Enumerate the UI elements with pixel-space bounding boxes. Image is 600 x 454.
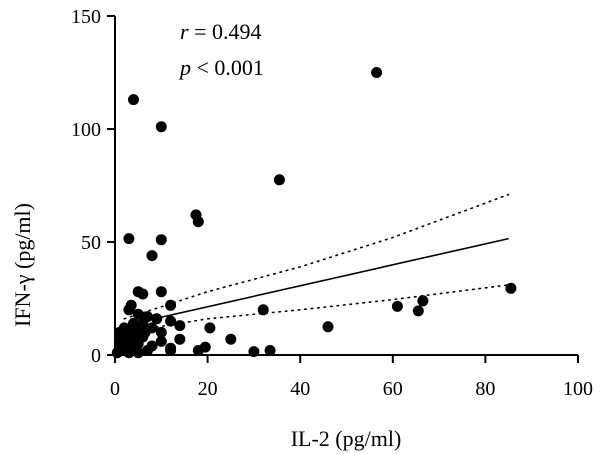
confidence-band-upper [123, 193, 510, 320]
y-axis-title: IFN-γ (pg/ml) [10, 203, 35, 327]
data-point [155, 286, 167, 298]
data-point [141, 345, 153, 356]
data-point [391, 300, 403, 312]
p-symbol: p [178, 55, 191, 80]
data-point [137, 317, 149, 329]
y-tick-label: 150 [71, 6, 101, 28]
data-point [165, 315, 177, 327]
confidence-band-lower [123, 284, 510, 334]
data-point [165, 342, 177, 354]
data-point [146, 322, 158, 334]
r-value: = 0.494 [189, 19, 262, 44]
x-tick-label: 20 [198, 378, 218, 400]
y-axis-ticks: 0 50 100 150 [71, 6, 115, 367]
r-symbol: r [180, 19, 189, 44]
y-tick-label: 0 [91, 345, 101, 367]
x-tick-label: 0 [110, 378, 120, 400]
data-point [118, 340, 130, 352]
data-point [123, 233, 135, 245]
data-point [132, 308, 144, 320]
data-point [273, 174, 285, 186]
data-point [225, 333, 237, 345]
data-point [417, 295, 429, 307]
x-tick-label: 80 [475, 378, 495, 400]
data-point [155, 121, 167, 133]
data-point [155, 234, 167, 246]
x-tick-label: 60 [383, 378, 403, 400]
data-point [174, 333, 186, 345]
data-point [192, 216, 204, 228]
data-point [155, 335, 167, 347]
data-point [123, 304, 135, 316]
x-axis-ticks: 0 20 40 60 80 100 [110, 355, 593, 400]
data-point [505, 282, 517, 294]
data-point [412, 305, 424, 317]
data-point [137, 288, 149, 300]
plot-area [111, 67, 517, 359]
data-point [174, 320, 186, 332]
data-point [257, 304, 269, 316]
x-tick-label: 100 [563, 378, 593, 400]
x-axis-title: IL-2 (pg/ml) [291, 426, 402, 451]
regression-line [124, 237, 509, 327]
data-point [322, 321, 334, 333]
correlation-annotation: r = 0.494 [180, 19, 261, 44]
y-tick-label: 50 [81, 232, 101, 254]
data-point [199, 341, 211, 353]
data-point [155, 326, 167, 338]
y-tick-label: 100 [71, 119, 101, 141]
data-point [128, 317, 139, 329]
data-point [204, 322, 216, 334]
data-point [371, 67, 383, 78]
p-value: < 0.001 [191, 55, 264, 80]
data-point [165, 299, 177, 311]
data-point [128, 94, 139, 106]
data-point [264, 345, 276, 356]
x-tick-label: 40 [290, 378, 310, 400]
data-point [128, 342, 139, 354]
data-point [151, 313, 163, 325]
data-point [146, 250, 158, 262]
p-value-annotation: p < 0.001 [178, 55, 264, 80]
